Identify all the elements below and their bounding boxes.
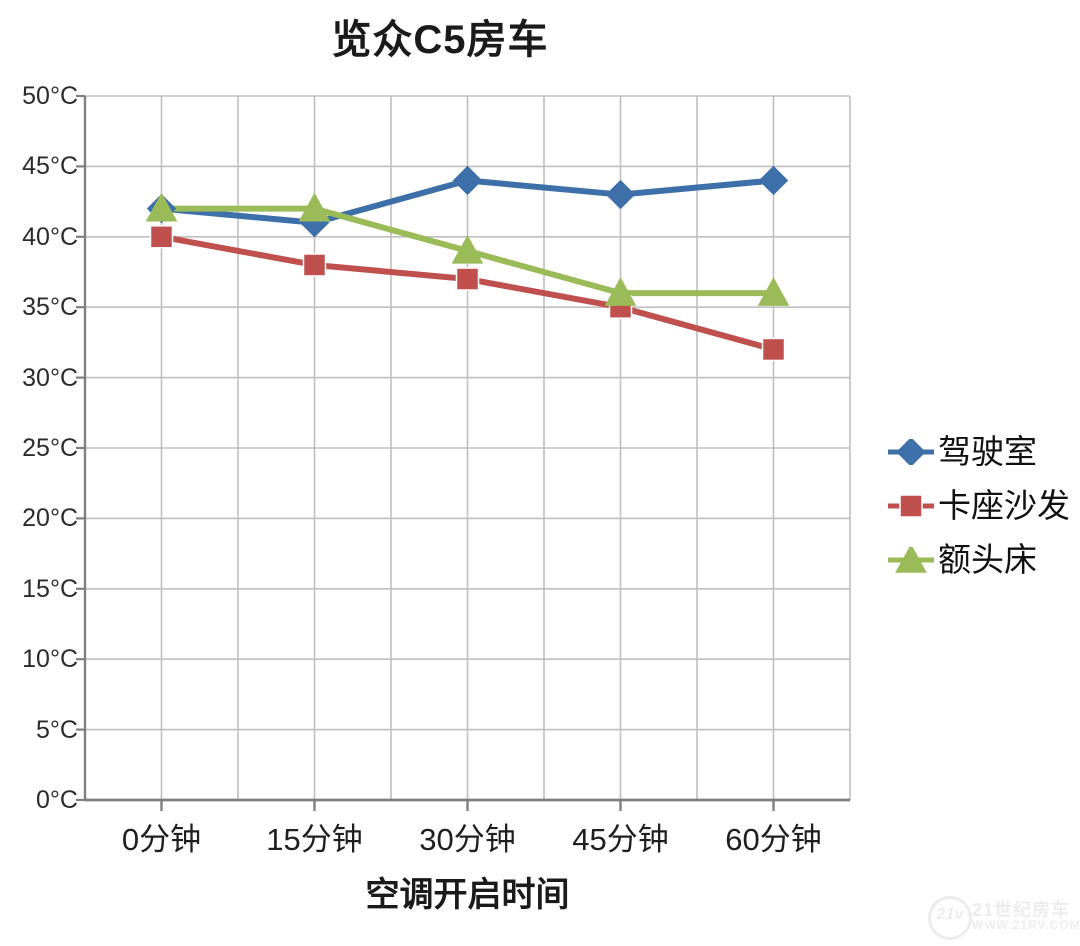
y-axis-tick-label: 50°C xyxy=(22,82,78,110)
y-axis-tick-label: 30°C xyxy=(22,363,78,392)
y-axis-tick-label: 0°C xyxy=(36,786,78,814)
data-point-marker xyxy=(605,179,636,210)
x-axis-tick-label: 0分钟 xyxy=(121,822,202,857)
legend-marker-diamond-icon xyxy=(888,439,934,465)
data-point-marker xyxy=(761,337,786,362)
data-point-marker xyxy=(145,192,178,222)
y-axis-tick-label: 45°C xyxy=(22,152,78,181)
data-point-marker xyxy=(604,277,637,306)
legend-label: 额头床 xyxy=(938,541,1037,578)
y-axis-tick-label: 15°C xyxy=(22,574,78,603)
y-axis-tick-label: 25°C xyxy=(22,434,78,462)
x-axis-title: 空调开启时间 xyxy=(365,876,570,914)
watermark-line1: 21世纪房车 xyxy=(972,900,1071,920)
y-axis-tick-label: 35°C xyxy=(22,293,78,322)
data-point-marker xyxy=(896,439,926,465)
watermark-line2: WWW.21RV.COM xyxy=(972,918,1080,932)
x-axis-tick-label: 60分钟 xyxy=(725,822,822,857)
data-point-marker xyxy=(758,165,789,196)
x-axis-tick-label: 30分钟 xyxy=(419,822,516,857)
data-point-marker xyxy=(298,192,331,222)
legend-label: 卡座沙发 xyxy=(938,487,1070,524)
data-point-marker xyxy=(452,165,483,196)
data-point-marker xyxy=(455,267,480,291)
data-point-marker xyxy=(451,234,484,264)
watermark-logo-text: 21v xyxy=(936,906,964,923)
legend-item[interactable]: 驾驶室 xyxy=(888,425,1078,479)
legend-item[interactable]: 卡座沙发 xyxy=(888,479,1078,533)
x-axis-tick-labels: 0分钟 15分钟 30分钟 45分钟 60分钟 xyxy=(85,818,850,866)
y-axis-tick-label: 20°C xyxy=(22,504,78,533)
watermark-logo-icon: 21v xyxy=(928,896,972,940)
plot-area xyxy=(76,94,851,811)
data-point-marker xyxy=(757,277,790,306)
watermark: 21v 21世纪房车 WWW.21RV.COM xyxy=(926,890,1080,940)
legend-label: 驾驶室 xyxy=(938,433,1037,470)
data-point-marker xyxy=(149,225,174,249)
plot-svg xyxy=(76,94,851,811)
y-axis-tick-labels: 50°C 45°C 40°C 35°C 30°C 25°C 20°C 15°C 10°C 5°C 0… xyxy=(0,82,78,814)
x-axis-tick-label: 45分钟 xyxy=(572,822,669,857)
legend-marker-triangle-icon xyxy=(888,547,934,573)
data-point-marker xyxy=(899,494,923,518)
y-axis-tick-label: 5°C xyxy=(36,715,78,744)
legend-marker-square-icon xyxy=(888,493,934,519)
x-axis-tick-label: 15分钟 xyxy=(266,822,363,857)
legend-item[interactable]: 额头床 xyxy=(888,533,1078,587)
chart-legend: 驾驶室卡座沙发额头床 xyxy=(888,425,1078,587)
data-point-marker xyxy=(302,253,327,277)
y-axis-tick-label: 40°C xyxy=(22,222,78,251)
chart-title: 览众C5房车 xyxy=(331,18,549,62)
y-axis-tick-label: 10°C xyxy=(22,645,78,674)
data-point-marker xyxy=(895,547,927,573)
